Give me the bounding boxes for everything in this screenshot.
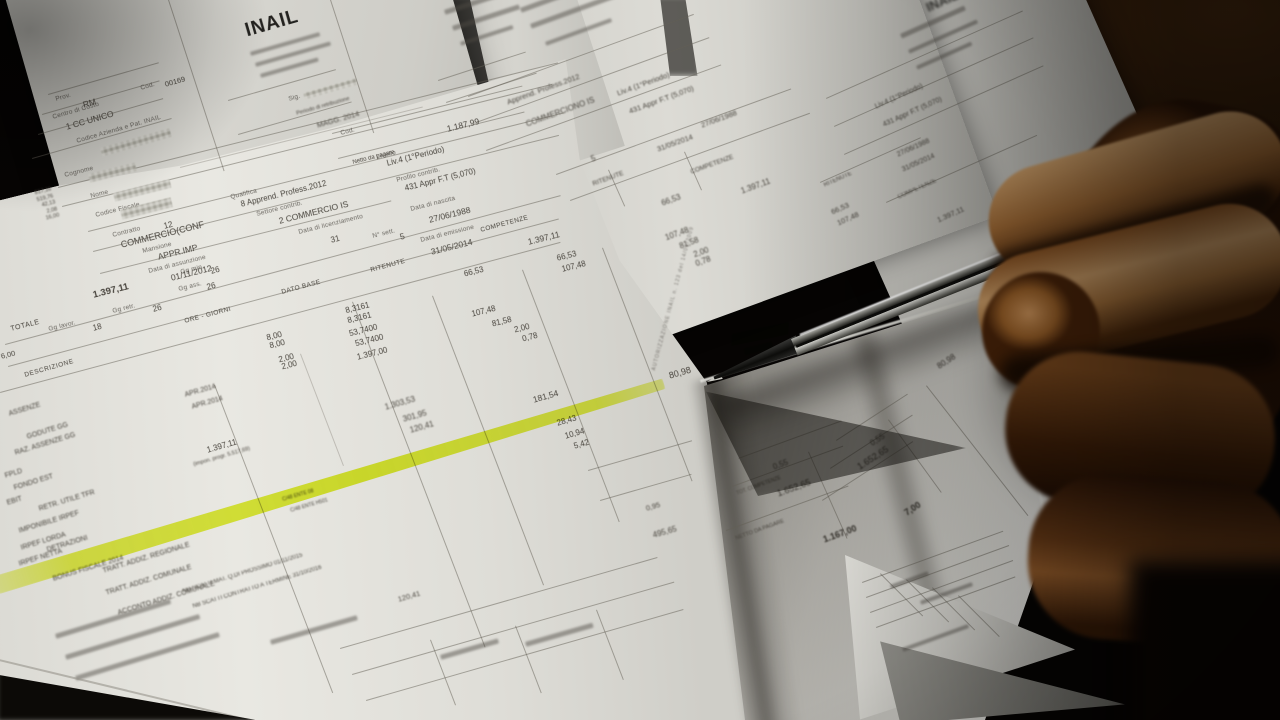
wrist-dark [1130,560,1280,720]
netto-da-pagare-value: 1.167,00 [821,523,859,545]
